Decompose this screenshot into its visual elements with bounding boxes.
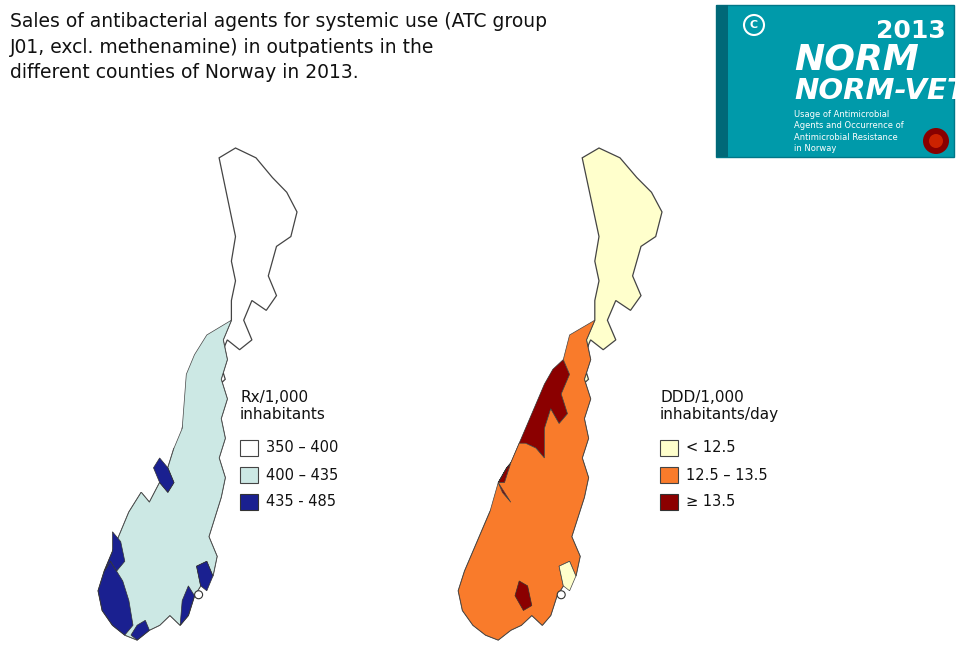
Circle shape	[929, 134, 943, 148]
Polygon shape	[180, 586, 195, 625]
Text: 12.5 – 13.5: 12.5 – 13.5	[686, 467, 768, 482]
Polygon shape	[131, 620, 150, 640]
Polygon shape	[98, 148, 297, 640]
Bar	[240, 467, 258, 483]
Polygon shape	[559, 561, 576, 591]
Bar	[240, 440, 258, 456]
Text: Usage of Antimicrobial
Agents and Occurrence of
Antimicrobial Resistance
in Norw: Usage of Antimicrobial Agents and Occurr…	[794, 110, 903, 154]
Polygon shape	[498, 360, 569, 502]
Bar	[660, 440, 678, 456]
Bar	[240, 494, 258, 510]
Circle shape	[195, 590, 203, 599]
Text: 350 – 400: 350 – 400	[266, 440, 338, 455]
Circle shape	[923, 128, 949, 154]
Polygon shape	[98, 561, 133, 635]
Text: ≥ 13.5: ≥ 13.5	[686, 494, 735, 509]
Text: C: C	[750, 20, 758, 30]
Polygon shape	[515, 581, 532, 610]
Polygon shape	[98, 320, 231, 640]
Bar	[660, 494, 678, 510]
Text: 400 – 435: 400 – 435	[266, 467, 338, 482]
Text: 435 - 485: 435 - 485	[266, 494, 336, 509]
Text: NORM: NORM	[794, 43, 919, 77]
Polygon shape	[197, 561, 213, 591]
Text: NORM-VET: NORM-VET	[794, 77, 960, 105]
FancyBboxPatch shape	[716, 5, 954, 157]
Polygon shape	[458, 320, 595, 640]
Bar	[660, 467, 678, 483]
Polygon shape	[154, 458, 174, 492]
Circle shape	[557, 590, 565, 599]
Bar	[716, 5, 728, 157]
Polygon shape	[458, 148, 662, 640]
Text: 2013: 2013	[876, 19, 946, 43]
Text: DDD/1,000
inhabitants/day: DDD/1,000 inhabitants/day	[660, 390, 780, 422]
Text: Sales of antibacterial agents for systemic use (ATC group
J01, excl. methenamine: Sales of antibacterial agents for system…	[10, 12, 547, 82]
Text: < 12.5: < 12.5	[686, 440, 735, 455]
Text: Rx/1,000
inhabitants: Rx/1,000 inhabitants	[240, 390, 325, 422]
Polygon shape	[105, 532, 125, 571]
